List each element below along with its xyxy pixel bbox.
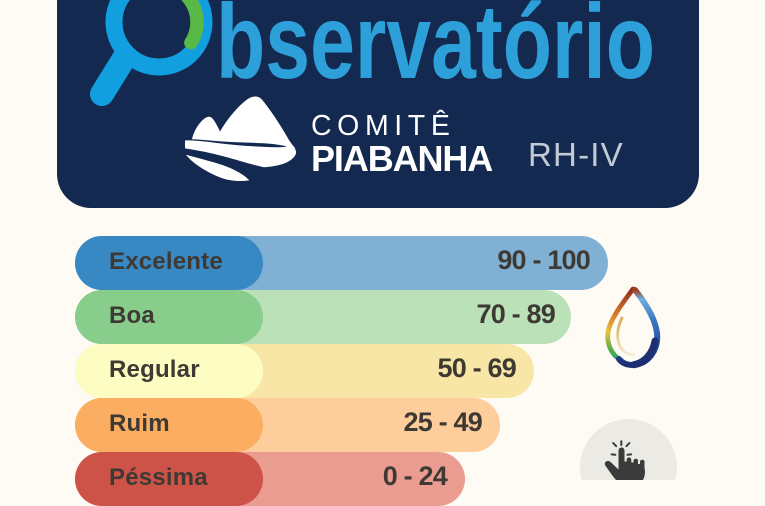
svg-text:bservatório: bservatório (216, 0, 655, 101)
